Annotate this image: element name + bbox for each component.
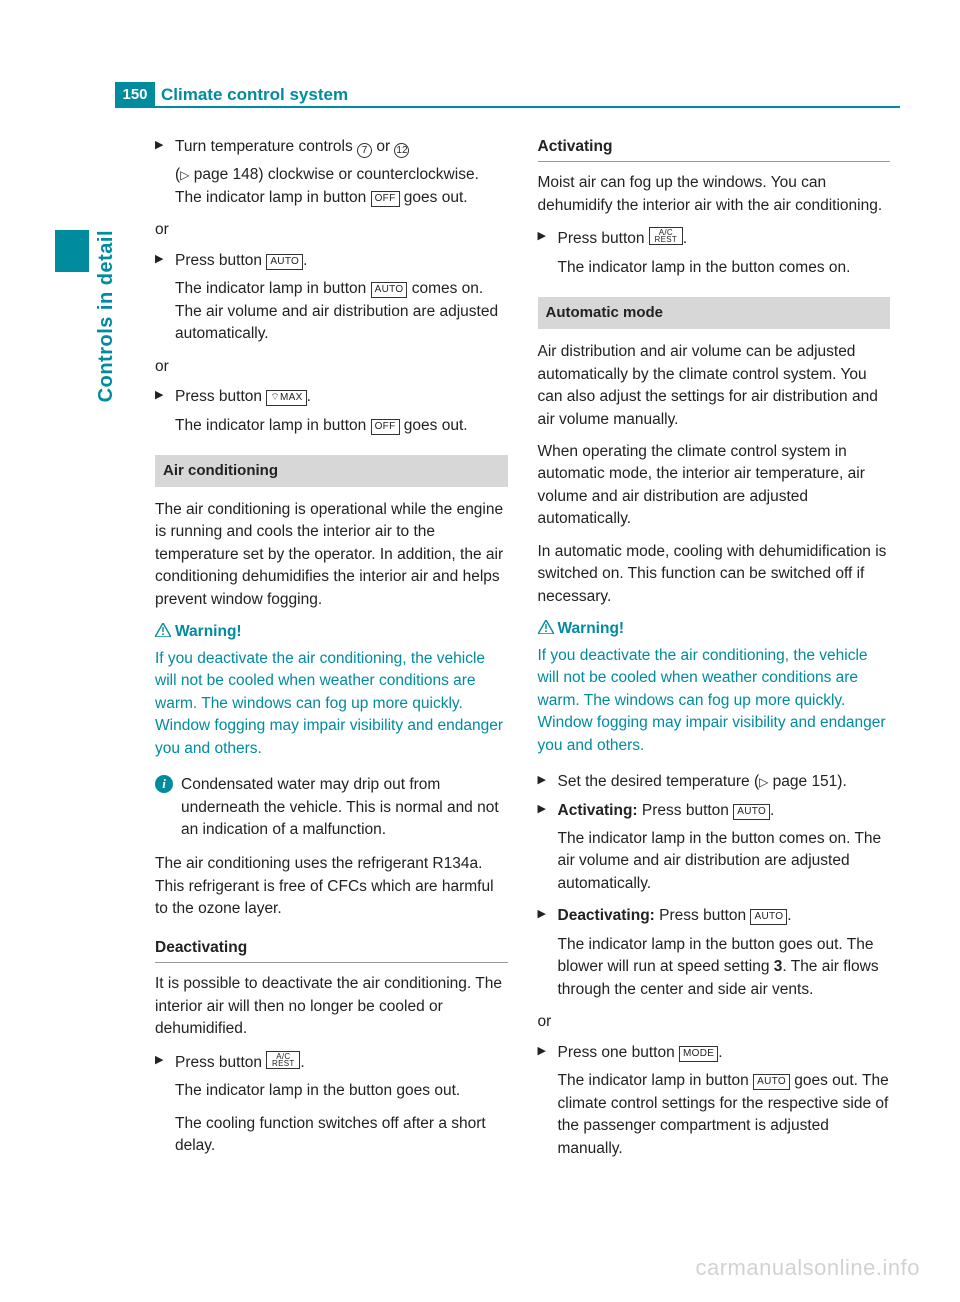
step-body: The indicator lamp in the button comes o… (538, 828, 891, 895)
warning-label: Warning! (558, 620, 625, 637)
warning-title: Warning! (155, 621, 508, 643)
text: goes out. (400, 417, 468, 434)
text: The indicator lamp in button (175, 280, 371, 297)
text: Press button (175, 252, 266, 269)
text: Press button (175, 1054, 266, 1071)
page-number-badge: 150 (115, 82, 155, 108)
or-separator: or (155, 356, 508, 378)
text: Press button (558, 230, 649, 247)
content-area: Turn temperature controls 7 or 12 (▷ pag… (155, 136, 890, 1170)
step-press-auto: Press button AUTO. (155, 250, 508, 272)
step-body: (▷ page 148) clockwise or counterclockwi… (155, 164, 508, 209)
text: Press one button (558, 1044, 680, 1061)
step-press-defrost: Press button ⌔MAX. (155, 386, 508, 408)
step-set-temp: Set the desired temperature (▷ page 151)… (538, 771, 891, 793)
text: The cooling function switches off after … (175, 1115, 486, 1154)
or-text: or (372, 138, 394, 155)
warning-body: If you deactivate the air conditioning, … (538, 645, 891, 757)
auto-button-icon: AUTO (733, 804, 770, 820)
text: goes out. (400, 189, 468, 206)
ac-rest-button-icon: A/CREST (266, 1051, 300, 1069)
side-tab (55, 230, 89, 272)
left-column: Turn temperature controls 7 or 12 (▷ pag… (155, 136, 508, 1170)
right-column: Activating Moist air can fog up the wind… (538, 136, 891, 1170)
warning-label: Warning! (175, 623, 242, 640)
text: The indicator lamp in the button comes o… (558, 259, 851, 276)
off-button-icon: OFF (371, 419, 400, 435)
step-turn-temp: Turn temperature controls 7 or 12 (155, 136, 508, 158)
warning-box: Warning! If you deactivate the air condi… (155, 621, 508, 760)
text: Set the desired temperature ( (558, 773, 760, 790)
paragraph: It is possible to deactivate the air con… (155, 973, 508, 1040)
off-button-icon: OFF (371, 191, 400, 207)
paragraph: The air conditioning uses the refrigeran… (155, 853, 508, 920)
paragraph: In automatic mode, cooling with dehumidi… (538, 541, 891, 608)
warning-triangle-icon (155, 623, 171, 637)
section-air-conditioning: Air conditioning (155, 455, 508, 487)
paragraph: Moist air can fog up the windows. You ca… (538, 172, 891, 217)
section-automatic-mode: Automatic mode (538, 297, 891, 329)
or-separator: or (538, 1011, 891, 1033)
chapter-title: Climate control system (155, 82, 900, 108)
step-auto-activate: Activating: Press button AUTO. (538, 800, 891, 822)
auto-button-icon: AUTO (266, 254, 303, 270)
text: Press button (655, 907, 751, 924)
auto-button-icon: AUTO (750, 909, 787, 925)
step-text: Turn temperature controls (175, 138, 357, 155)
paragraph: When operating the climate control syste… (538, 441, 891, 531)
text: The indicator lamp in button (175, 189, 371, 206)
bold-label: Activating: (558, 802, 638, 819)
text: The indicator lamp in button (175, 417, 371, 434)
step-body: The indicator lamp in the button comes o… (538, 257, 891, 279)
step-press-mode: Press one button MODE. (538, 1042, 891, 1064)
text: Press button (175, 388, 266, 405)
step-body: The cooling function switches off after … (155, 1113, 508, 1158)
auto-button-icon: AUTO (753, 1074, 790, 1090)
control-12-icon: 12 (394, 143, 409, 158)
watermark: carmanualsonline.info (695, 1252, 920, 1284)
or-separator: or (155, 219, 508, 241)
info-note: Condensated water may drip out from unde… (155, 774, 508, 841)
mode-button-icon: MODE (679, 1046, 718, 1062)
warning-box: Warning! If you deactivate the air condi… (538, 618, 891, 757)
bold-label: Deactivating: (558, 907, 655, 924)
page-ref-icon: ▷ (759, 775, 768, 789)
step-body: The indicator lamp in button OFF goes ou… (155, 415, 508, 437)
ac-rest-button-icon: A/CREST (649, 227, 683, 245)
subhead-activating: Activating (538, 136, 891, 162)
warning-triangle-icon (538, 620, 554, 634)
subhead-deactivating: Deactivating (155, 937, 508, 963)
text: The indicator lamp in button (558, 1072, 754, 1089)
step-body: The indicator lamp in the button goes ou… (538, 934, 891, 1001)
paragraph: Air distribution and air volume can be a… (538, 341, 891, 431)
text: Press button (638, 802, 734, 819)
defrost-max-button-icon: ⌔MAX (266, 390, 306, 406)
text: page 148) clockwise or counterclockwise. (189, 166, 478, 183)
text: The indicator lamp in the button goes ou… (175, 1082, 460, 1099)
step-body: The indicator lamp in the button goes ou… (155, 1080, 508, 1102)
auto-button-icon: AUTO (371, 282, 408, 298)
control-7-icon: 7 (357, 143, 372, 158)
paragraph: The air conditioning is operational whil… (155, 499, 508, 611)
step-press-ac: Press button A/CREST. (155, 1051, 508, 1074)
step-press-ac-act: Press button A/CREST. (538, 227, 891, 250)
side-section-label: Controls in detail (92, 230, 121, 402)
step-body: The indicator lamp in button AUTO goes o… (538, 1070, 891, 1160)
text: page 151). (768, 773, 846, 790)
warning-title: Warning! (538, 618, 891, 640)
step-body: The indicator lamp in button AUTO comes … (155, 278, 508, 345)
step-auto-deactivate: Deactivating: Press button AUTO. (538, 905, 891, 927)
warning-body: If you deactivate the air conditioning, … (155, 648, 508, 760)
